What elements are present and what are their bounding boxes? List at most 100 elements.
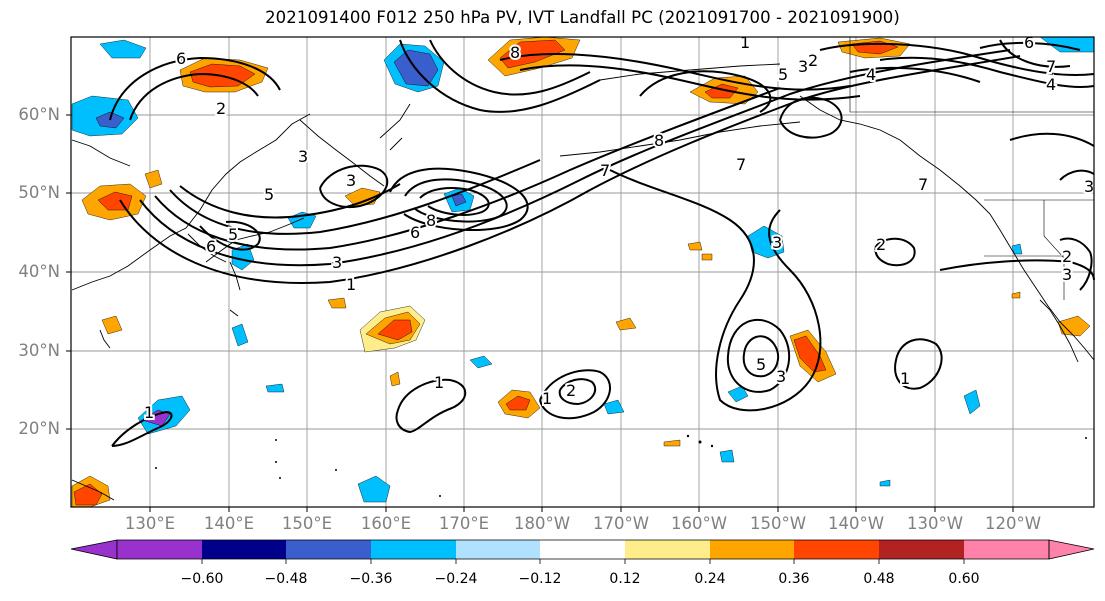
lon-label: 170°W [592,514,650,533]
contour-label: 4 [866,65,876,84]
lon-label: 140°E [203,514,255,533]
colorbar-tick-label: −0.12 [518,571,562,587]
contour-label: 2 [1062,247,1072,266]
contour-label: 1 [542,389,552,408]
lat-label: 40°N [18,262,60,281]
contour-label: 3 [1084,177,1094,196]
contour-label: 3 [776,367,786,386]
colorbar-tick-label: 0.24 [694,571,726,587]
pv-positive-patch [704,83,739,99]
pv-positive-patch [1011,291,1021,299]
contour-label: 2 [216,99,226,118]
pv-negative-patch [879,479,891,487]
colorbar-tick-label: 0.60 [948,571,980,587]
pv-negative-patch [231,323,249,347]
lat-label: 50°N [18,183,60,202]
pv-positive-patch [615,317,637,331]
contour-label: 8 [426,211,436,230]
colorbar [70,539,1095,564]
ivt-contours [109,39,1095,447]
lon-label: 140°W [827,514,885,533]
contour-label: 8 [654,131,664,150]
contour-label: 1 [900,369,910,388]
lon-label: 130°W [906,514,964,533]
contour-label: 3 [298,147,308,166]
colorbar-tick-label: 0.36 [778,571,810,587]
contour-label: 6 [410,223,420,242]
contour-label: 3 [798,57,808,76]
contour-label: 7 [918,175,928,194]
contour-label: 5 [756,355,766,374]
colorbar-segment [964,540,1049,559]
colorbar-tick-label: −0.60 [180,571,224,587]
colorbar-extend-high [1048,539,1095,560]
pv-negative-patch [99,39,147,59]
contour-label: 7 [736,155,746,174]
lon-label: 120°W [984,514,1042,533]
pv-negative-patch [469,355,493,369]
colorbar-tick-label: −0.48 [264,571,308,587]
pv-positive-patch [144,169,163,189]
contour-label: 3 [332,253,342,272]
colorbar-segment [202,540,286,559]
pv-positive-patch [663,439,681,447]
colorbar-segment [371,540,456,559]
lon-label: 180°W [513,514,571,533]
map-title: 2021091400 F012 250 hPa PV, IVT Landfall… [265,8,900,27]
contour-label: 6 [176,49,186,68]
colorbar-tick-label: −0.36 [349,571,393,587]
pv-negative-patch [719,449,735,463]
contour-label: 3 [1062,265,1072,284]
colorbar-segment [625,540,710,559]
colorbar-segment [794,540,879,559]
pv-negative-patch [1011,243,1023,255]
contour-label: 2 [808,51,818,70]
contour-label: 4 [1046,75,1056,94]
lon-label: 160°E [360,514,412,533]
pv-negative-patch [603,399,625,415]
lon-label: 160°W [670,514,728,533]
pv-positive-patch [327,297,347,309]
political-borders [849,37,1094,300]
contour-label: 7 [600,161,610,180]
pv-negative-patch [265,383,285,393]
colorbar-segment [710,540,794,559]
pv-negative-patch [357,475,391,503]
contour-label: 3 [346,171,356,190]
contour-label: 1 [434,373,444,392]
graticule [71,37,1094,507]
contour-label: 5 [228,225,238,244]
axis-ticks [66,114,1014,512]
contour-label: 2 [876,235,886,254]
lat-label: 30°N [18,341,60,360]
colorbar-segment [879,540,964,559]
pv-positive-patch [101,315,123,335]
pv-positive-patch [73,483,103,506]
pv-positive-patch [377,319,413,341]
pv-positive-patch [1057,315,1091,337]
contour-label: 2 [566,381,576,400]
lon-label: 130°E [124,514,176,533]
contour-label: 1 [144,403,154,422]
lon-label: 170°E [438,514,490,533]
pv-positive-patch [701,253,713,261]
contour-label: 3 [772,233,782,252]
pv-negative-patch [727,385,749,403]
colorbar-segment [456,540,540,559]
lat-label: 60°N [18,105,60,124]
contour-label: 1 [740,33,750,52]
pv-positive-patch [389,371,401,387]
contour-label: 1 [346,275,356,294]
islands [155,434,1087,497]
contour-label: 8 [510,43,520,62]
lon-label: 150°W [749,514,807,533]
colorbar-segment [286,540,371,559]
colorbar-segment [117,540,202,559]
contour-label: 6 [1024,33,1034,52]
contour-label: 5 [778,65,788,84]
colorbar-extend-low [70,539,118,560]
colorbar-tick-label: −0.24 [434,571,478,587]
contour-label-group: 1 3 6 5 5 3 3 6 8 2 6 8 1 2 5 3 4 6 7 4 … [142,31,1096,424]
contour-label: 7 [1046,57,1056,76]
